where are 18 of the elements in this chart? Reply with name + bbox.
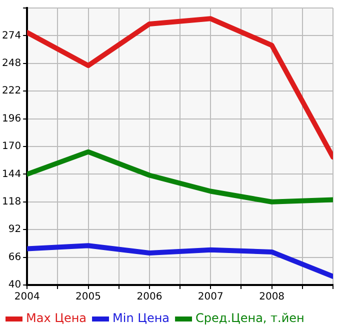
y-tick-label: 92 bbox=[8, 224, 22, 236]
x-tick-label: 2008 bbox=[259, 292, 285, 303]
x-tick-label: 2006 bbox=[136, 292, 162, 303]
x-tick-label: 2007 bbox=[198, 292, 224, 303]
y-tick-label: 196 bbox=[2, 113, 22, 124]
y-tick-label: 248 bbox=[2, 58, 22, 69]
x-tick-label: 2004 bbox=[14, 292, 40, 303]
y-tick-label: 274 bbox=[2, 30, 22, 42]
legend-label: Min Цена bbox=[112, 311, 170, 326]
y-tick-label: 144 bbox=[2, 168, 22, 180]
y-tick-label: 222 bbox=[2, 86, 22, 97]
legend-label: Сред.Цена, т.йен bbox=[196, 311, 304, 326]
y-tick-label: 40 bbox=[8, 280, 22, 291]
y-tick-label: 66 bbox=[8, 252, 22, 263]
x-tick-label: 2005 bbox=[76, 292, 101, 303]
legend-label: Max Цена bbox=[26, 311, 87, 326]
y-tick-label: 118 bbox=[2, 196, 22, 208]
y-tick-label: 170 bbox=[2, 141, 22, 152]
